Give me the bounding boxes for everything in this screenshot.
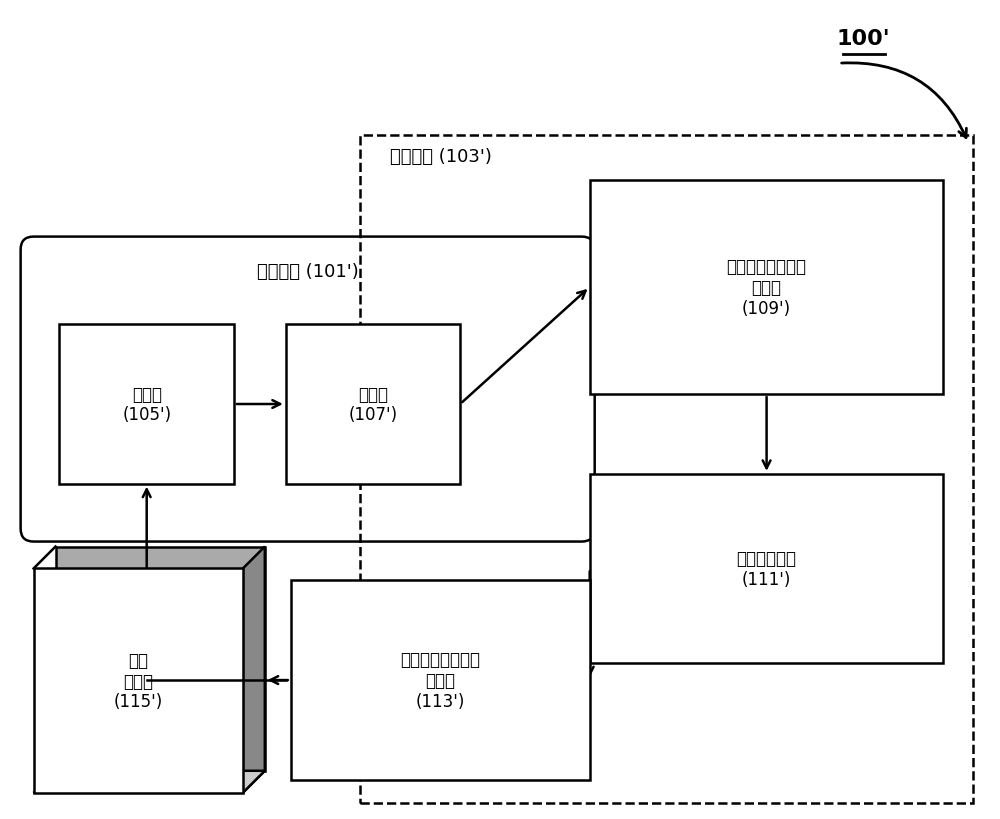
- Text: 电子系统 (103'): 电子系统 (103'): [390, 147, 492, 165]
- Polygon shape: [34, 771, 265, 793]
- FancyArrowPatch shape: [842, 64, 966, 138]
- Text: 致动器
(105'): 致动器 (105'): [122, 385, 171, 424]
- Text: 图形
显示器
(115'): 图形 显示器 (115'): [114, 651, 163, 711]
- FancyBboxPatch shape: [34, 568, 243, 793]
- FancyBboxPatch shape: [56, 547, 265, 771]
- FancyBboxPatch shape: [291, 581, 590, 780]
- FancyBboxPatch shape: [590, 474, 943, 663]
- Text: 数字控制系统
(111'): 数字控制系统 (111'): [737, 550, 797, 588]
- FancyBboxPatch shape: [286, 325, 460, 484]
- Text: 输出信号调节和介
接单元
(113'): 输出信号调节和介 接单元 (113'): [400, 650, 480, 710]
- Text: 传感器
(107'): 传感器 (107'): [348, 385, 397, 424]
- Text: 机械系统 (101'): 机械系统 (101'): [257, 262, 359, 280]
- Text: 100': 100': [837, 29, 891, 49]
- FancyBboxPatch shape: [590, 180, 943, 395]
- Text: 输入信号调节和介
接单元
(109'): 输入信号调节和介 接单元 (109'): [727, 258, 807, 317]
- Polygon shape: [243, 547, 265, 793]
- FancyBboxPatch shape: [59, 325, 234, 484]
